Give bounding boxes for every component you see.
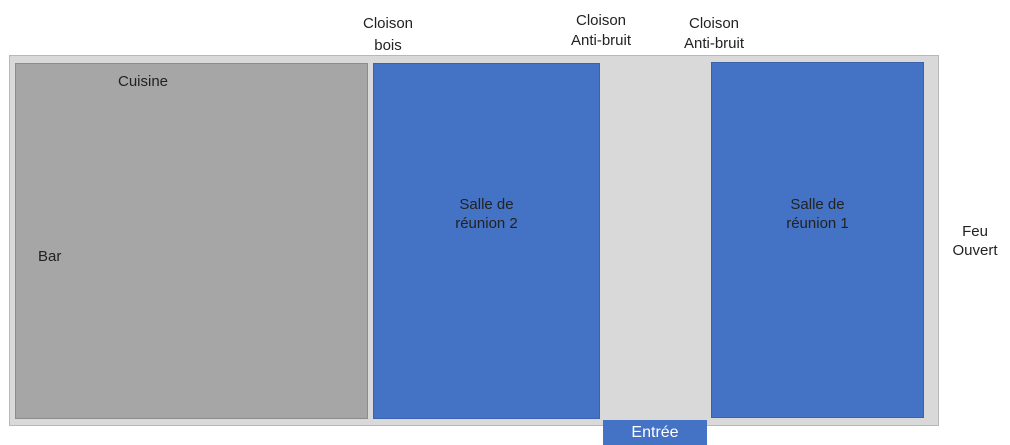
label-cloison-anti-bruit-left-line2: Anti-bruit [570, 32, 632, 49]
label-cloison-bois-line2: bois [374, 37, 402, 54]
room-label-bar: Bar [38, 248, 62, 265]
label-cloison-bois-line1: Cloison [362, 15, 414, 32]
room-label-salle-2: Salle de réunion 2 [373, 195, 600, 233]
room-label-cuisine: Cuisine [118, 73, 169, 90]
room-salle-de-reunion-1 [711, 62, 924, 418]
label-cloison-anti-bruit-right: Cloison Anti-bruit [674, 14, 754, 53]
room-label-salle-1-line2: réunion 1 [786, 215, 849, 232]
room-label-salle-1-line1: Salle de [790, 196, 845, 213]
label-cloison-anti-bruit-left: Cloison Anti-bruit [561, 11, 641, 50]
label-cloison-anti-bruit-right-line1: Cloison [688, 15, 740, 32]
room-cuisine-bar [15, 63, 368, 419]
entrance-marker: Entrée [603, 420, 707, 445]
room-label-salle-2-line2: réunion 2 [455, 215, 518, 232]
room-label-salle-2-line1: Salle de [459, 196, 514, 213]
label-feu-ouvert-line1: Feu [962, 223, 988, 240]
label-cloison-anti-bruit-left-line1: Cloison [575, 12, 627, 29]
label-cloison-bois: Cloison bois [360, 14, 416, 55]
label-cloison-anti-bruit-right-line2: Anti-bruit [683, 35, 745, 52]
label-feu-ouvert-line2: Ouvert [952, 242, 998, 259]
room-salle-de-reunion-2 [373, 63, 600, 419]
room-label-salle-1: Salle de réunion 1 [711, 195, 924, 233]
label-feu-ouvert: Feu Ouvert [943, 222, 1007, 260]
